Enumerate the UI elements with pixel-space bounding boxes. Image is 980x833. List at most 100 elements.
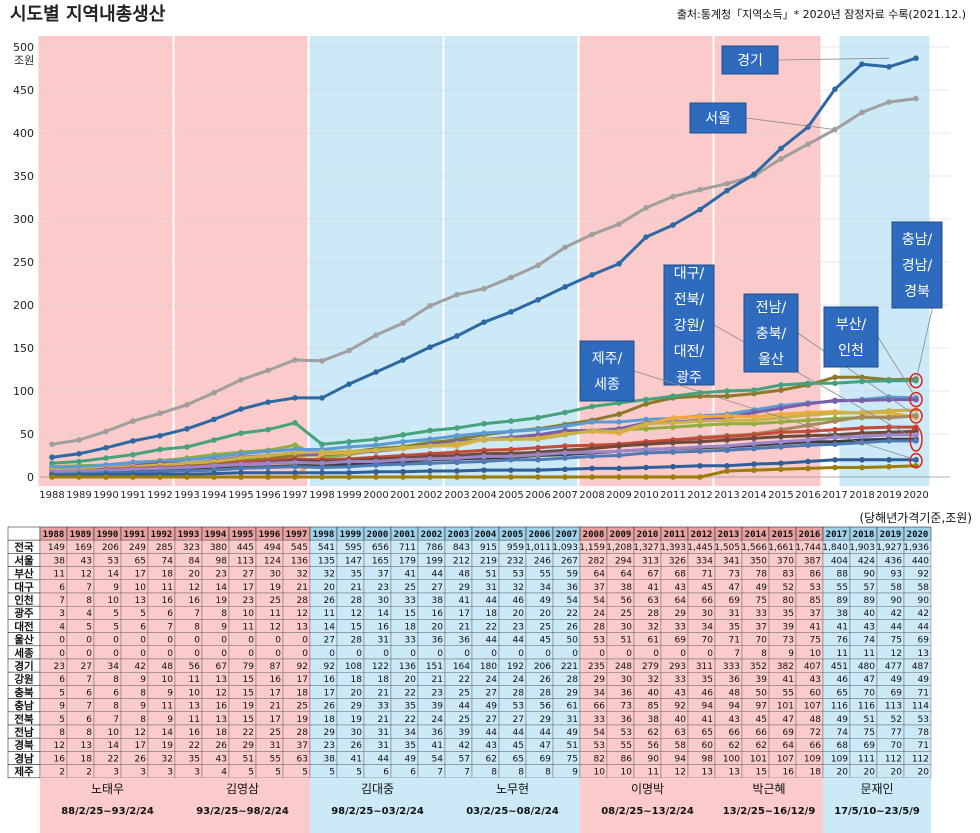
annotation-line: 세종 — [594, 377, 620, 393]
highlight-circle — [909, 452, 923, 469]
table-cell-value: 33 — [594, 715, 605, 725]
data-point-서울 — [886, 99, 892, 105]
table-cell-value: 38 — [621, 583, 633, 593]
data-point-제주 — [535, 467, 541, 473]
era-footer-cell — [175, 777, 310, 833]
data-point-세종 — [319, 474, 325, 480]
table-cell-value: 28 — [297, 596, 309, 606]
data-point-경남 — [859, 378, 865, 385]
table-cell-value: 0 — [599, 649, 605, 659]
table-cell-value: 50 — [567, 636, 579, 646]
data-point-세종 — [211, 474, 217, 480]
table-cell-value: 70 — [756, 636, 768, 646]
data-point-강원 — [724, 443, 730, 449]
table-cell-value: 22 — [405, 715, 416, 725]
data-point-서울 — [292, 357, 298, 363]
data-point-전북 — [778, 433, 784, 440]
table-cell-value: 0 — [275, 649, 281, 659]
data-point-충남 — [832, 374, 838, 381]
table-cell-value: 18 — [405, 622, 417, 632]
table-cell-value: 70 — [864, 688, 876, 698]
table-cell-value: 65 — [702, 728, 713, 738]
annotation-leader — [797, 332, 917, 417]
y-tick-label: 0 — [27, 471, 34, 484]
table-cell-value: 13 — [189, 702, 200, 712]
data-point-강원 — [292, 459, 298, 466]
table-cell-value: 4 — [221, 768, 227, 778]
data-point-경남 — [76, 458, 82, 465]
data-point-강원 — [805, 437, 811, 443]
table-cell-value: 15 — [756, 768, 767, 778]
data-point-경북 — [292, 442, 298, 448]
table-cell-value: 0 — [410, 649, 416, 659]
table-cell-value: 387 — [804, 556, 821, 566]
table-header-year: 2000 — [367, 530, 389, 540]
data-point-세종 — [697, 474, 703, 480]
x-tick-label: 2019 — [876, 490, 901, 501]
table-cell-value: 30 — [702, 609, 714, 619]
table-cell-value: 17 — [270, 688, 281, 698]
table-cell-value: 58 — [891, 583, 903, 593]
data-point-제주 — [886, 457, 892, 463]
data-point-광주 — [454, 459, 460, 466]
table-cell-value: 165 — [372, 556, 389, 566]
table-cell-value: 37 — [756, 622, 767, 632]
table-cell-value: 1,661 — [768, 543, 794, 553]
table-cell-value: 58 — [675, 741, 687, 751]
table-cell-value: 7 — [437, 768, 443, 778]
table-cell-value: 101 — [750, 754, 767, 764]
table-cell-value: 89 — [864, 596, 876, 606]
data-point-경기 — [913, 55, 919, 61]
table-cell-value: 43 — [675, 583, 686, 593]
table-header-year: 1998 — [313, 530, 335, 540]
data-point-경남 — [886, 377, 892, 384]
table-cell-value: 424 — [858, 556, 875, 566]
annotation-box — [891, 221, 943, 309]
table-cell-value: 21 — [378, 715, 389, 725]
data-point-서울 — [562, 244, 568, 251]
table-cell-value: 15 — [243, 715, 254, 725]
table-cell-value: 2 — [59, 768, 65, 778]
table-cell-value: 43 — [810, 675, 821, 685]
table-cell-value: 85 — [648, 702, 659, 712]
table-cell-value: 112 — [912, 754, 929, 764]
table-cell-value: 1,566 — [741, 543, 767, 553]
data-point-경기 — [832, 86, 838, 92]
data-point-세종 — [481, 474, 487, 480]
data-point-광주 — [751, 445, 757, 452]
table-cell-value: 9 — [221, 622, 227, 632]
table-cell-value: 5 — [356, 768, 362, 778]
table-cell-value: 4 — [59, 622, 65, 632]
data-point-경남 — [589, 403, 595, 410]
data-point-대구 — [886, 424, 892, 430]
table-cell-value: 22 — [243, 728, 254, 738]
table-cell-value: 0 — [140, 636, 146, 646]
table-cell-value: 10 — [810, 649, 822, 659]
table-cell-value: 92 — [918, 570, 929, 580]
table-cell-value: 14 — [378, 609, 390, 619]
table-cell-value: 61 — [567, 702, 578, 712]
data-point-인천 — [913, 396, 919, 403]
table-row-label: 전북 — [14, 712, 34, 725]
data-point-강원 — [697, 444, 703, 450]
table-cell-value: 46 — [837, 675, 849, 685]
data-point-서울 — [400, 320, 406, 326]
table-cell-value: 10 — [108, 596, 120, 606]
data-point-세종 — [238, 474, 244, 480]
table-cell-value: 16 — [189, 596, 201, 606]
data-point-서울 — [319, 358, 325, 364]
table-cell-value: 18 — [162, 570, 174, 580]
table-cell-value: 45 — [702, 583, 713, 593]
table-cell-value: 311 — [696, 662, 713, 672]
table-cell-value: 52 — [783, 583, 794, 593]
era-name: 노무현 — [496, 782, 529, 796]
table-row-label: 광주 — [14, 608, 34, 620]
table-cell-value: 86 — [810, 570, 822, 580]
data-point-울산 — [724, 413, 730, 419]
table-cell-value: 451 — [831, 662, 848, 672]
table-cell-value: 5 — [248, 768, 254, 778]
table-cell-value: 20 — [918, 768, 930, 778]
data-point-부산 — [427, 436, 433, 442]
table-cell-value: 69 — [729, 596, 741, 606]
table-cell-value: 43 — [864, 622, 875, 632]
